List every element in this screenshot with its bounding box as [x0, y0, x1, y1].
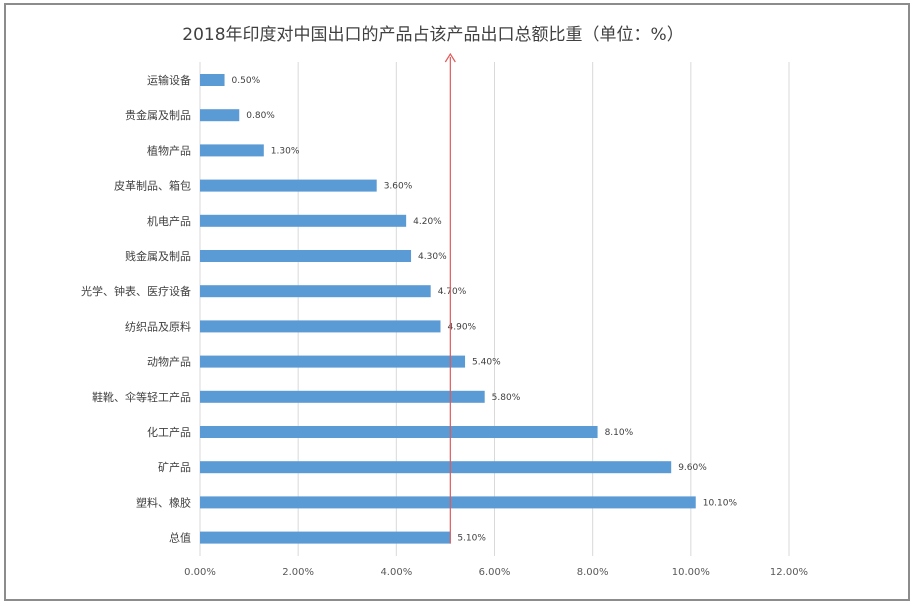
- bar: [200, 250, 412, 262]
- data-label: 3.60%: [384, 182, 413, 192]
- data-labels: 0.50% 0.80% 1.30% 3.60% 4.20% 4.30% 4.70% 4.90%…: [232, 76, 738, 544]
- x-tick-label: 8.00%: [577, 567, 609, 578]
- bar: [200, 531, 451, 544]
- category-label: 动物产品: [147, 355, 191, 369]
- reference-line: [444, 52, 456, 544]
- data-label: 5.10%: [457, 534, 486, 544]
- category-label: 机电产品: [147, 214, 191, 228]
- bar: [200, 426, 598, 438]
- x-tick-label: 10.00%: [672, 567, 710, 578]
- bar: [200, 214, 407, 227]
- data-label: 0.80%: [246, 111, 275, 121]
- category-label: 鞋靴、伞等轻工产品: [92, 390, 191, 404]
- data-label: 4.20%: [413, 217, 442, 227]
- data-label: 1.30%: [271, 146, 300, 156]
- category-label: 化工产品: [147, 425, 191, 439]
- x-axis-tick-labels: 0.00% 2.00% 4.00% 6.00% 8.00% 10.00% 12.00%: [184, 567, 808, 578]
- bar: [200, 320, 441, 333]
- data-label: 5.80%: [492, 393, 521, 403]
- bar: [200, 74, 225, 86]
- x-tick-label: 4.00%: [380, 567, 412, 578]
- chart-title: 2018年印度对中国出口的产品占该产品出口总额比重（单位：%）: [182, 25, 683, 45]
- data-label: 4.70%: [438, 287, 467, 297]
- bar: [200, 496, 696, 509]
- data-label: 8.10%: [605, 428, 634, 438]
- category-label: 贵金属及制品: [125, 108, 191, 122]
- category-label: 皮革制品、箱包: [114, 179, 191, 193]
- category-label: 运输设备: [147, 73, 191, 87]
- category-label: 光学、钟表、医疗设备: [81, 284, 191, 298]
- x-tick-label: 2.00%: [282, 567, 314, 578]
- category-label: 总值: [169, 531, 191, 545]
- x-tick-label: 6.00%: [479, 567, 511, 578]
- category-label: 塑料、橡胶: [136, 495, 191, 509]
- data-label: 10.10%: [703, 498, 738, 508]
- bar: [200, 355, 466, 368]
- category-label: 植物产品: [147, 143, 191, 157]
- x-tick-label: 0.00%: [184, 567, 216, 578]
- bar: [200, 461, 672, 474]
- bar: [200, 390, 485, 403]
- bar: [200, 109, 240, 122]
- bar: [200, 144, 264, 157]
- bar: [200, 179, 377, 192]
- category-label: 贱金属及制品: [125, 249, 191, 263]
- data-label: 9.60%: [678, 463, 707, 473]
- data-label: 5.40%: [472, 358, 501, 368]
- bar: [200, 285, 431, 298]
- bars: [200, 74, 696, 544]
- data-label: 4.30%: [418, 252, 447, 262]
- category-label: 纺织品及原料: [125, 319, 191, 333]
- data-label: 0.50%: [232, 76, 261, 86]
- category-label: 矿产品: [158, 460, 191, 474]
- gridlines: [199, 62, 790, 556]
- data-label: 4.90%: [448, 322, 477, 332]
- category-labels: 运输设备贵金属及制品植物产品皮革制品、箱包机电产品贱金属及制品光学、钟表、医疗设…: [81, 73, 191, 545]
- reference-arrowhead: [444, 52, 456, 63]
- x-tick-label: 12.00%: [770, 567, 808, 578]
